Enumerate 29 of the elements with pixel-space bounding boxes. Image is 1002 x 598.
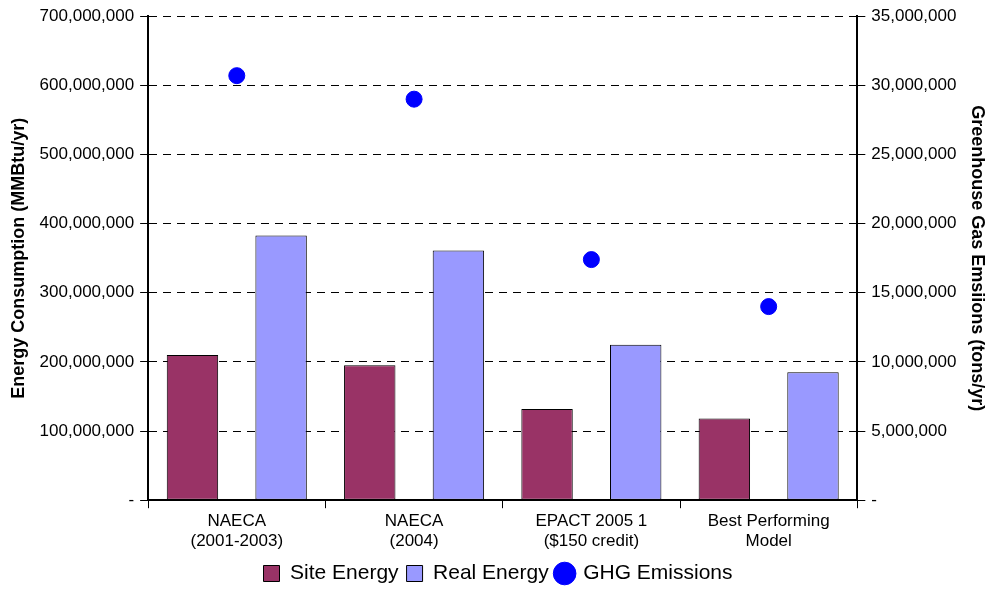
y-tick-label: 400,000,000 <box>39 213 135 233</box>
legend-label: Real Energy <box>433 560 550 584</box>
y-tick-label: 700,000,000 <box>39 5 135 25</box>
x-tick-label: NAECA (2001-2003) <box>190 511 284 551</box>
y2-axis-title: Greenhouse Gas Emsiions (tons/yr) <box>968 105 989 412</box>
y-tick-label: 600,000,000 <box>39 75 135 95</box>
x-tick-label: NAECA (2004) <box>384 511 445 551</box>
x-tick-label: Best Performing Model <box>707 511 830 551</box>
y-tick-label: 200,000,000 <box>39 351 135 371</box>
y-tick-label: - <box>128 489 135 509</box>
y2-tick-label: 5,000,000 <box>871 420 947 440</box>
y2-tick-label: 35,000,000 <box>871 5 957 25</box>
y2-tick-label: 10,000,000 <box>871 351 957 371</box>
x-tick-label: EPACT 2005 1 ($150 credit) <box>535 511 648 551</box>
y2-tick-label: 30,000,000 <box>871 75 957 95</box>
y-tick-label: 300,000,000 <box>39 282 135 302</box>
point <box>228 67 246 85</box>
y-tick-label: 500,000,000 <box>39 144 135 164</box>
y2-tick-label: - <box>871 489 877 509</box>
point <box>760 298 778 316</box>
y-axis-title: Energy Consumption (MMBtu/yr) <box>7 117 28 399</box>
y2-tick-label: 15,000,000 <box>871 282 957 302</box>
legend-label: Site Energy <box>290 560 400 584</box>
point <box>405 90 423 108</box>
y2-tick-label: 20,000,000 <box>871 213 957 233</box>
y2-tick-label: 25,000,000 <box>871 144 957 164</box>
legend-label: GHG Emissions <box>583 560 733 584</box>
y-tick-label: 100,000,000 <box>39 420 135 440</box>
point <box>582 251 600 269</box>
